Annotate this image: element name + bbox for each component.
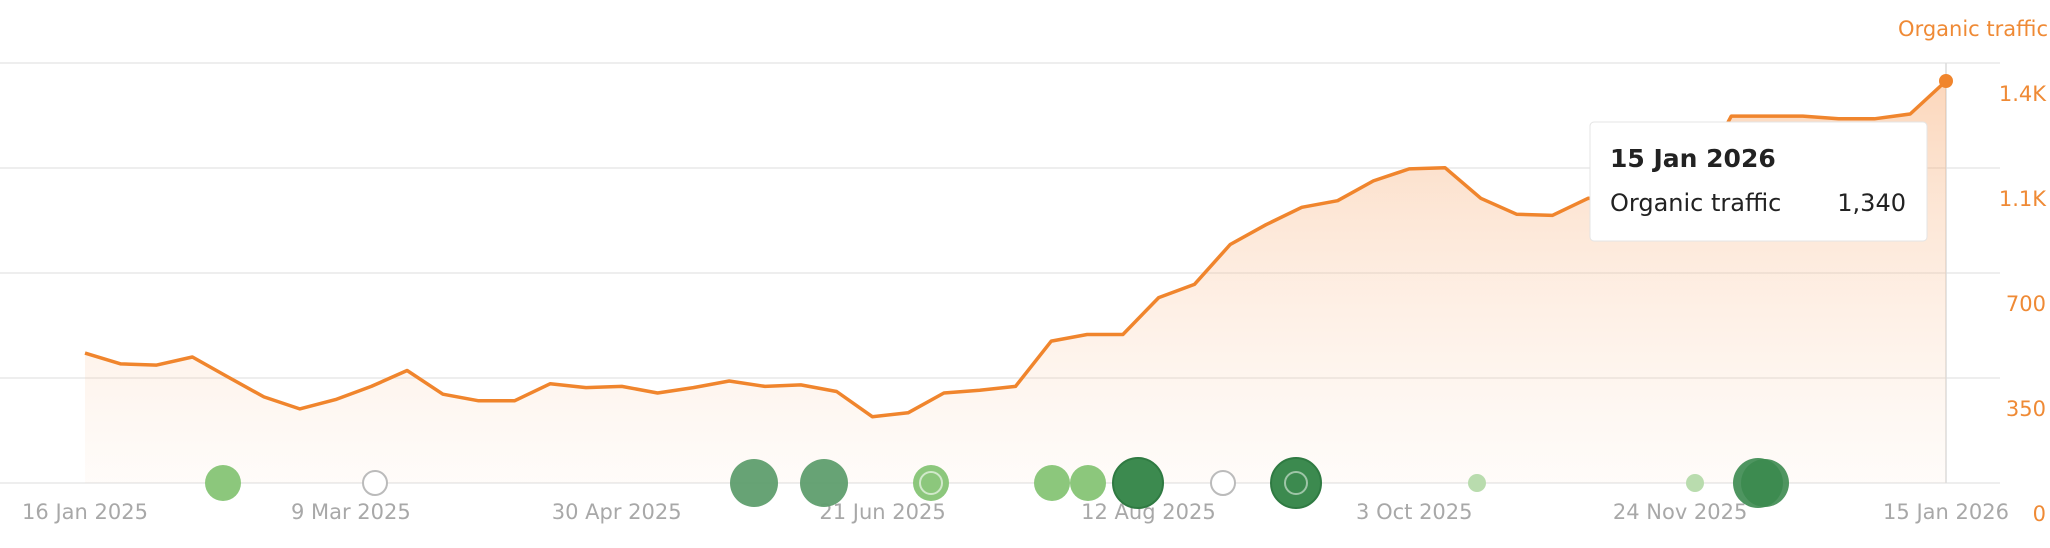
- event-marker[interactable]: [1270, 457, 1322, 509]
- grid: 0 350 700 1.1K 1.4K 16 Jan 2025 9 Mar 2025 30 A…: [0, 62, 2047, 526]
- tooltip-series: Organic traffic: [1610, 189, 1781, 217]
- x-tick-label: 9 Mar 2025: [291, 500, 411, 524]
- google-update-marker: [919, 471, 943, 495]
- y-axis-title: Organic traffic: [1898, 17, 2048, 41]
- event-marker[interactable]: [913, 465, 949, 501]
- y-tick-label: 0: [2033, 502, 2046, 526]
- x-tick-label: 15 Jan 2026: [1883, 500, 2009, 524]
- area: [85, 81, 1946, 483]
- event-markers: [205, 457, 1789, 509]
- y-tick-label: 1.1K: [1999, 187, 2047, 211]
- event-marker[interactable]: [1741, 459, 1789, 507]
- x-tick-label: 21 Jun 2025: [819, 500, 945, 524]
- event-marker[interactable]: [1070, 465, 1106, 501]
- google-update-marker[interactable]: [1210, 470, 1236, 496]
- event-marker[interactable]: [800, 459, 848, 507]
- event-marker[interactable]: [1468, 474, 1486, 492]
- google-update-marker[interactable]: [362, 470, 388, 496]
- tooltip-date: 15 Jan 2026: [1610, 144, 1776, 173]
- tooltip-box: [1589, 121, 1928, 242]
- y-tick-label: 1.4K: [1999, 82, 2047, 106]
- event-marker[interactable]: [730, 459, 778, 507]
- event-marker[interactable]: [205, 465, 241, 501]
- x-tick-label: 3 Oct 2025: [1356, 500, 1472, 524]
- y-tick-label: 700: [2006, 292, 2046, 316]
- x-tick-label: 30 Apr 2025: [552, 500, 682, 524]
- tooltip-value: 1,340: [1837, 189, 1906, 217]
- x-tick-label: 24 Nov 2025: [1613, 500, 1748, 524]
- event-marker[interactable]: [1034, 465, 1070, 501]
- x-tick-label: 16 Jan 2025: [22, 500, 148, 524]
- event-marker[interactable]: [1112, 457, 1164, 509]
- event-marker[interactable]: [1686, 474, 1704, 492]
- tooltip: 15 Jan 2026 Organic traffic 1,340: [1589, 121, 1928, 242]
- y-tick-label: 350: [2006, 397, 2046, 421]
- google-update-marker: [1284, 471, 1308, 495]
- highlight-point: [1939, 74, 1953, 88]
